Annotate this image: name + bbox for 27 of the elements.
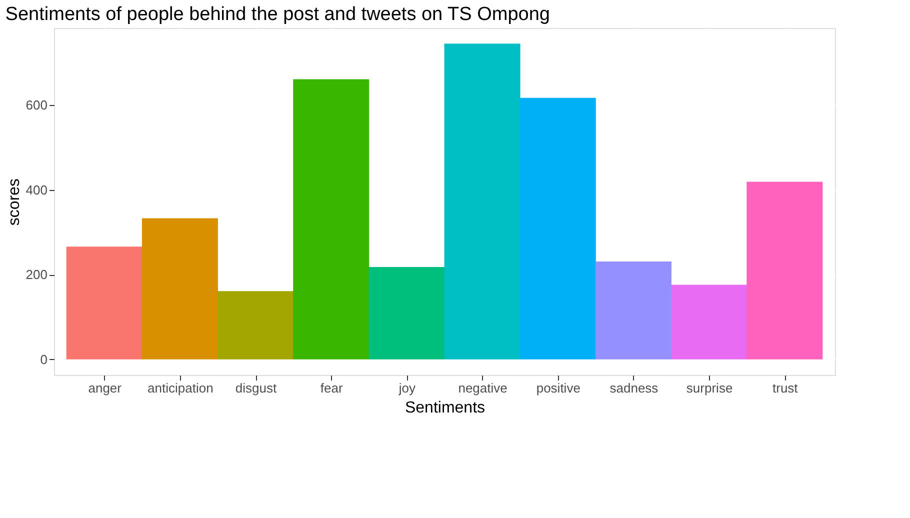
y-tick-label: 0 bbox=[40, 352, 48, 367]
x-tick-label: sadness bbox=[610, 380, 659, 396]
x-tick-label: fear bbox=[320, 380, 344, 396]
x-tick-label: negative bbox=[458, 380, 508, 396]
x-tick-label: trust bbox=[772, 380, 798, 396]
y-tick-label: 400 bbox=[26, 182, 48, 198]
bar bbox=[746, 182, 823, 360]
bar bbox=[520, 98, 596, 360]
bar bbox=[444, 44, 520, 360]
x-tick-label: anticipation bbox=[148, 380, 214, 396]
x-tick-label: surprise bbox=[686, 380, 733, 396]
x-axis-title: Sentiments bbox=[404, 400, 486, 416]
bar bbox=[595, 261, 672, 360]
x-tick-label: joy bbox=[398, 380, 416, 396]
x-tick-label: positive bbox=[536, 380, 580, 396]
bar bbox=[66, 246, 142, 360]
x-tick-label: anger bbox=[88, 380, 122, 396]
bar bbox=[218, 291, 294, 360]
y-axis-title: scores bbox=[6, 178, 23, 226]
chart-title: Sentiments of people behind the post and tweets on TS Ompong bbox=[5, 4, 550, 25]
y-tick-label: 600 bbox=[26, 98, 48, 113]
bar bbox=[368, 266, 445, 360]
bar bbox=[142, 218, 218, 360]
x-tick-label: disgust bbox=[235, 380, 278, 396]
y-tick-label: 200 bbox=[26, 267, 48, 282]
bar bbox=[671, 284, 748, 360]
bar bbox=[293, 79, 370, 360]
